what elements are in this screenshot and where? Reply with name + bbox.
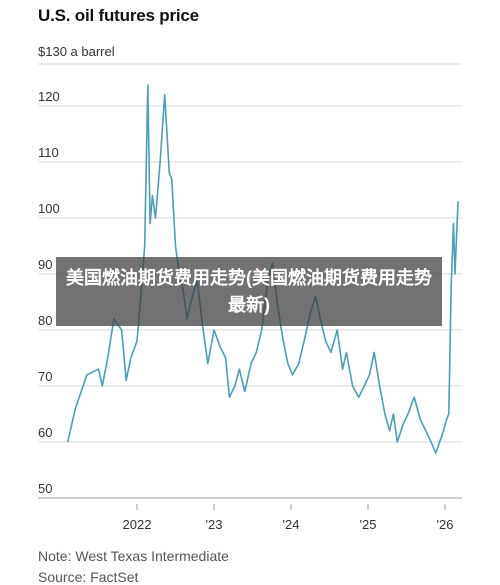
x-tick-label: '26 (437, 517, 454, 532)
overlay-title-text: 美国燃油期货费用走势(美国燃油期货费用走势最新) (66, 267, 432, 315)
y-tick-label: 110 (38, 145, 59, 160)
x-tick-label: '23 (206, 517, 223, 532)
grid-layer (38, 63, 462, 499)
y-tick-label: 60 (38, 425, 52, 440)
y-tick-label: 100 (38, 201, 60, 216)
y-axis-unit-label: $130 a barrel (38, 44, 115, 59)
y-tick-labels: 120 110 100 90 80 70 60 50 (38, 89, 60, 496)
y-tick-label: 90 (38, 257, 52, 272)
footnote: Note: West Texas Intermediate (38, 548, 229, 564)
x-tick-label: '25 (360, 517, 377, 532)
watermark-overlay-banner: 美国燃油期货费用走势(美国燃油期货费用走势最新) (56, 257, 442, 326)
y-tick-label: 120 (38, 89, 60, 104)
x-tick-label: '24 (283, 517, 300, 532)
y-tick-label: 70 (38, 369, 52, 384)
chart-title: U.S. oil futures price (38, 6, 199, 25)
x-tick-label: 2022 (123, 517, 152, 532)
x-tick-labels: 2022 '23 '24 '25 '26 (123, 504, 454, 532)
y-tick-label: 50 (38, 481, 52, 496)
y-tick-label: 80 (38, 313, 52, 328)
source-note: Source: FactSet (38, 569, 139, 585)
